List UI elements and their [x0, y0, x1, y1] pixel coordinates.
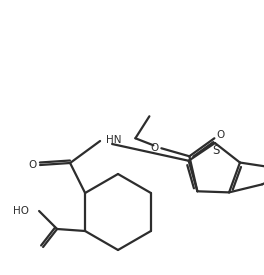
Text: HO: HO: [13, 206, 29, 216]
Text: S: S: [212, 144, 220, 156]
Text: HN: HN: [106, 135, 122, 145]
Text: O: O: [150, 143, 158, 153]
Text: O: O: [216, 130, 224, 140]
Text: O: O: [28, 160, 36, 170]
